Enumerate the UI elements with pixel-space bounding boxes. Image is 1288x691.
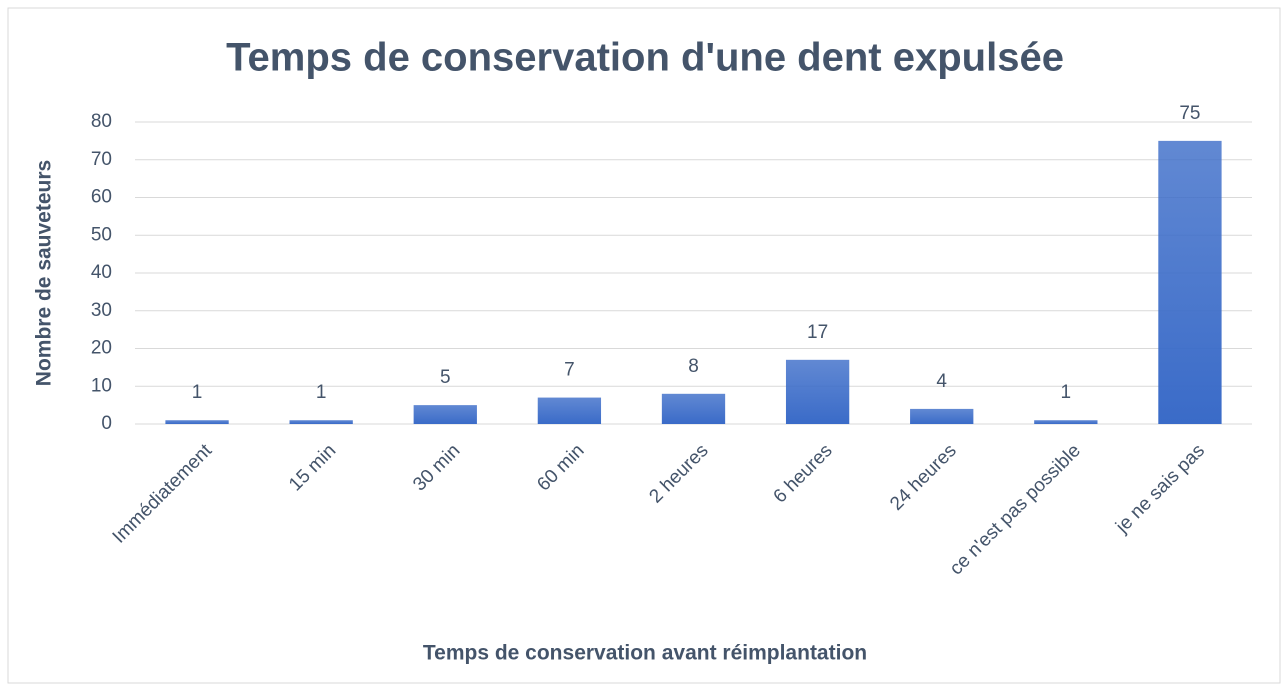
y-tick-label: 60 <box>91 187 112 208</box>
data-label: 17 <box>807 322 828 343</box>
chart-border <box>7 7 1281 684</box>
bar <box>785 359 850 424</box>
x-axis-title: Temps de conservation avant réimplantati… <box>423 642 867 665</box>
y-tick-label: 30 <box>91 300 112 321</box>
bar <box>661 393 726 424</box>
bar <box>165 420 229 424</box>
data-label: 7 <box>564 360 575 381</box>
y-tick-label: 20 <box>91 338 112 359</box>
data-label: 8 <box>688 356 699 377</box>
data-label: 4 <box>936 371 947 392</box>
bar <box>910 408 974 424</box>
bar <box>1158 140 1222 424</box>
data-label: 1 <box>192 382 203 403</box>
bar <box>289 420 353 424</box>
data-label: 1 <box>1061 382 1072 403</box>
y-tick-label: 70 <box>91 149 112 170</box>
bar <box>1034 420 1098 424</box>
data-label: 75 <box>1179 103 1200 124</box>
y-tick-label: 0 <box>101 413 112 434</box>
y-tick-label: 80 <box>91 111 112 132</box>
bar <box>537 397 602 424</box>
y-tick-label: 50 <box>91 224 112 245</box>
bar <box>413 405 477 424</box>
chart-title: Temps de conservation d'une dent expulsé… <box>226 36 1064 80</box>
data-label: 5 <box>440 367 451 388</box>
data-label: 1 <box>316 382 327 403</box>
y-axis-title: Nombre de sauveteurs <box>33 160 56 386</box>
y-tick-label: 40 <box>91 262 112 283</box>
y-tick-label: 10 <box>91 375 112 396</box>
